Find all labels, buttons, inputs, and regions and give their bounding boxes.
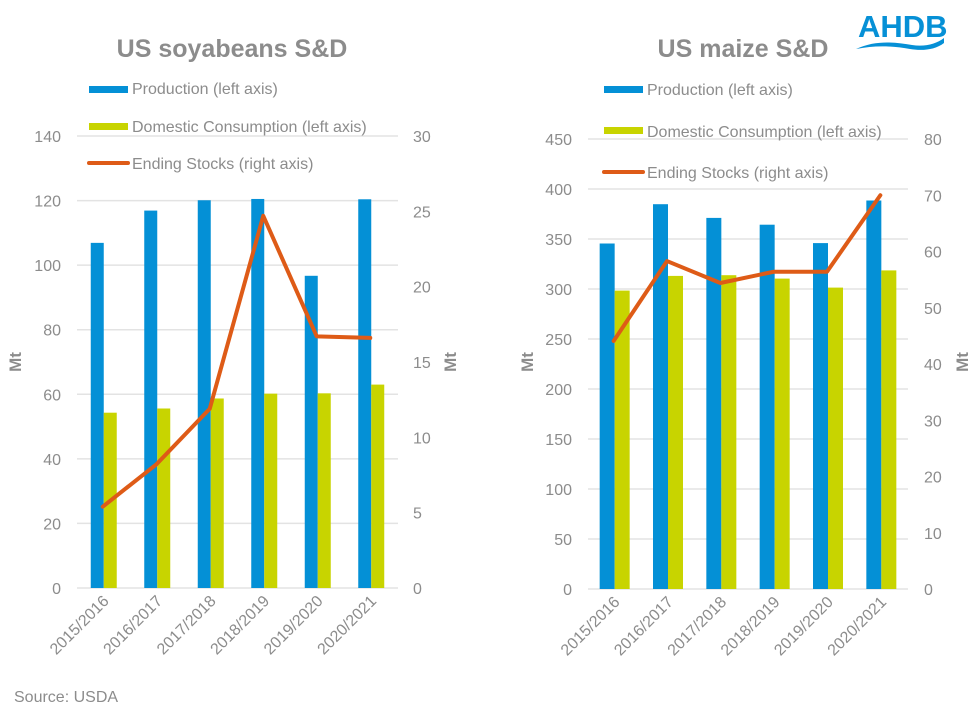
x-axis-ticks: 2015/20162016/20172017/20182018/20192019…: [47, 593, 380, 659]
right-axis-ticks: 0 10 20 30 40 50 60 70 80: [924, 132, 942, 599]
left-axis-tick-label: 0: [52, 581, 61, 598]
right-axis-title: Mt: [441, 352, 460, 372]
right-axis-tick-label: 60: [924, 245, 942, 262]
right-axis-tick-label: 10: [413, 430, 431, 447]
left-axis-ticks: 0 50 100 150 200 250 300 350 400 450: [545, 132, 572, 599]
gridlines: [588, 138, 908, 590]
right-axis-tick-label: 0: [413, 581, 422, 598]
bar-consumption: [721, 275, 737, 589]
bar-consumption: [317, 393, 331, 588]
bar-consumption: [774, 278, 790, 589]
right-axis-tick-label: 70: [924, 188, 942, 205]
bar-production: [90, 242, 104, 588]
left-axis-tick-label: 150: [545, 432, 572, 449]
legend-label-production: Production (left axis): [647, 82, 793, 99]
bar-consumption: [614, 290, 630, 589]
legend-label-consumption: Domestic Consumption (left axis): [647, 124, 882, 141]
legend-label-stocks: Ending Stocks (right axis): [132, 156, 313, 173]
right-axis-tick-label: 30: [924, 413, 942, 430]
bar-production: [653, 204, 668, 589]
legend: Production (left axis) Domestic Consumpt…: [87, 81, 367, 173]
left-axis-tick-label: 80: [43, 323, 61, 340]
x-axis-tick-label: 2020/2021: [315, 593, 381, 659]
ahdb-logo: AHDB: [856, 9, 948, 50]
right-axis-tick-label: 5: [413, 506, 422, 523]
stocks-line: [100, 213, 373, 509]
stocks-line-group: [100, 213, 373, 509]
left-axis-tick-label: 100: [34, 258, 61, 275]
bar-consumption: [210, 398, 224, 588]
source-note: Source: USDA: [14, 689, 118, 706]
bars: [599, 200, 897, 589]
stocks-line: [611, 193, 883, 343]
right-axis-tick-label: 40: [924, 357, 942, 374]
legend-swatch-consumption: [604, 127, 643, 134]
left-axis-tick-label: 250: [545, 332, 572, 349]
right-axis-tick-label: 10: [924, 526, 942, 543]
logo-wave: [856, 38, 944, 50]
left-axis-ticks: 0 20 40 60 80 100 120 140: [34, 129, 61, 598]
right-axis-tick-label: 25: [413, 204, 431, 221]
left-axis-tick-label: 100: [545, 482, 572, 499]
left-axis-tick-label: 0: [563, 582, 572, 599]
gridlines: [77, 135, 398, 589]
right-axis-tick-label: 20: [413, 280, 431, 297]
chart-title: US soyabeans S&D: [117, 35, 348, 63]
right-axis-tick-label: 50: [924, 301, 942, 318]
bar-consumption: [668, 275, 683, 589]
legend-label-consumption: Domestic Consumption (left axis): [132, 119, 367, 136]
bar-consumption: [264, 393, 278, 588]
stocks-line-group: [611, 193, 883, 343]
bar-production: [813, 243, 828, 589]
maize-chart: US maize S&D 050100150200250300350400450…: [518, 35, 972, 659]
bar-consumption: [157, 408, 171, 588]
bar-production: [144, 210, 158, 588]
left-axis-tick-label: 120: [34, 194, 61, 211]
right-axis-tick-label: 80: [924, 132, 942, 149]
bar-production: [358, 199, 372, 588]
bar-consumption: [828, 287, 843, 589]
bar-consumption: [881, 270, 897, 589]
chart-title: US maize S&D: [658, 35, 829, 63]
left-axis-title: Mt: [518, 352, 537, 372]
right-axis-tick-label: 30: [413, 129, 431, 146]
bar-production: [706, 217, 722, 589]
legend-swatch-production: [89, 86, 128, 93]
x-axis-ticks: 2015/20162016/20172017/20182018/20192019…: [558, 594, 890, 660]
legend-swatch-consumption: [89, 123, 128, 130]
legend-label-production: Production (left axis): [132, 81, 278, 98]
left-axis-tick-label: 60: [43, 387, 61, 404]
right-axis-tick-label: 0: [924, 582, 933, 599]
left-axis-tick-label: 300: [545, 282, 572, 299]
left-axis-tick-label: 200: [545, 382, 572, 399]
soyabeans-chart: US soyabeans S&D 0 20 40 60 80 100 120 140 0 5 10…: [6, 35, 460, 658]
right-axis-tick-label: 15: [413, 355, 431, 372]
right-axis-ticks: 0 5 10 15 20 25 30: [413, 129, 431, 598]
left-axis-tick-label: 350: [545, 232, 572, 249]
right-axis-tick-label: 20: [924, 470, 942, 487]
legend: Production (left axis) Domestic Consumpt…: [602, 82, 882, 182]
left-axis-title: Mt: [6, 352, 25, 372]
bar-production: [759, 224, 775, 589]
bar-production: [251, 198, 265, 588]
bar-consumption: [371, 384, 385, 588]
left-axis-tick-label: 20: [43, 516, 61, 533]
right-axis-title: Mt: [953, 352, 972, 372]
left-axis-tick-label: 400: [545, 182, 572, 199]
legend-label-stocks: Ending Stocks (right axis): [647, 165, 828, 182]
left-axis-tick-label: 40: [43, 452, 61, 469]
bar-production: [599, 243, 615, 589]
legend-swatch-production: [604, 86, 643, 93]
logo-text: AHDB: [858, 9, 948, 44]
bar-production: [304, 275, 318, 588]
left-axis-tick-label: 450: [545, 132, 572, 149]
bars: [90, 198, 385, 588]
bar-production: [197, 200, 211, 588]
bar-production: [866, 200, 882, 589]
left-axis-tick-label: 50: [554, 532, 572, 549]
left-axis-tick-label: 140: [34, 129, 61, 146]
